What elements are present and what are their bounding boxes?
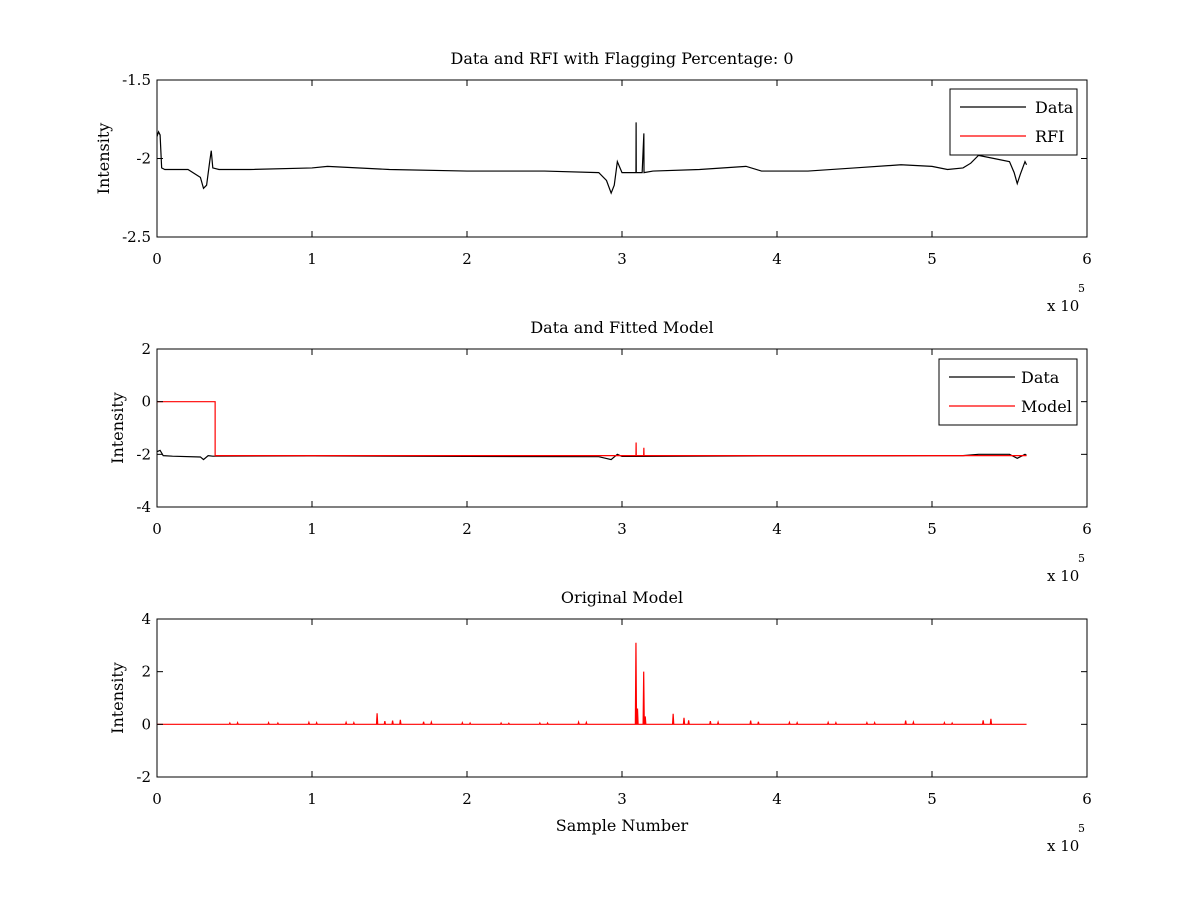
y-tick-label: -2	[136, 768, 151, 786]
legend-label-rfi: RFI	[1035, 127, 1064, 146]
x-tick-label: 1	[307, 520, 317, 538]
axes-frame	[156, 348, 1088, 508]
legend-box	[949, 88, 1078, 156]
y-axis-label: Intensity	[108, 392, 127, 464]
x-tick-label: 3	[617, 250, 627, 268]
legend: Data Model	[938, 358, 1078, 426]
y-tick-label: 0	[141, 393, 151, 411]
x-tick-label: 6	[1082, 520, 1092, 538]
x-tick-label: 5	[927, 790, 937, 808]
chart-title: Data and RFI with Flagging Percentage: 0	[450, 49, 793, 68]
series-line-model	[157, 401, 1027, 457]
x-tick-label: 3	[617, 790, 627, 808]
plot-area	[157, 642, 1027, 725]
x-tick-label: 0	[152, 250, 162, 268]
x-multiplier-exponent: 5	[1078, 282, 1085, 295]
x-tick-label: 1	[307, 790, 317, 808]
x-multiplier-label: x 10	[1047, 567, 1079, 585]
legend-label-model: Model	[1021, 397, 1072, 416]
legend-box	[938, 358, 1078, 426]
plot-area	[157, 122, 1028, 195]
x-axis-label: Sample Number	[556, 816, 689, 835]
legend-label-data: Data	[1035, 98, 1074, 117]
x-tick-label: 0	[152, 790, 162, 808]
axes-frame	[156, 618, 1088, 778]
x-tick-label: 5	[927, 250, 937, 268]
chart-title: Data and Fitted Model	[530, 318, 713, 337]
axes-1: 0 1 2 3 4 5 6 -2.5 -2 -1.5 x 10 5 Data and RFI with …	[94, 49, 1092, 315]
series-line-data	[157, 122, 1028, 195]
x-tick-label: 4	[772, 520, 782, 538]
y-axis-label: Intensity	[94, 123, 113, 195]
y-tick-label: -2.5	[122, 228, 151, 246]
y-tick-label: 2	[141, 340, 151, 358]
series-line-data	[157, 449, 1027, 461]
axes-frame	[156, 79, 1088, 238]
y-tick-label: -2	[136, 150, 151, 168]
x-multiplier-label: x 10	[1047, 837, 1079, 855]
x-tick-label: 0	[152, 520, 162, 538]
x-tick-label: 4	[772, 250, 782, 268]
y-tick-label: 0	[141, 715, 151, 733]
y-tick-label: -4	[136, 498, 151, 516]
x-tick-label: 2	[462, 520, 472, 538]
plot-area	[157, 401, 1027, 461]
legend: Data RFI	[949, 88, 1078, 156]
x-multiplier-exponent: 5	[1078, 552, 1085, 565]
x-tick-label: 2	[462, 250, 472, 268]
x-tick-label: 6	[1082, 790, 1092, 808]
y-tick-label: 4	[141, 610, 151, 628]
y-tick-label: -2	[136, 445, 151, 463]
x-tick-label: 1	[307, 250, 317, 268]
x-multiplier-label: x 10	[1047, 297, 1079, 315]
legend-label-data: Data	[1021, 368, 1060, 387]
x-multiplier-exponent: 5	[1078, 822, 1085, 835]
series-line-model	[157, 642, 1027, 725]
x-tick-label: 3	[617, 520, 627, 538]
x-tick-label: 2	[462, 790, 472, 808]
x-tick-label: 4	[772, 790, 782, 808]
x-tick-label: 6	[1082, 250, 1092, 268]
y-tick-label: 2	[141, 663, 151, 681]
axes-2: 0 1 2 3 4 5 6 -4 -2 0 2 x 10 5 Data and Fitted Model I…	[108, 318, 1092, 585]
y-tick-label: -1.5	[122, 71, 151, 89]
y-axis-label: Intensity	[108, 662, 127, 734]
chart-title: Original Model	[561, 588, 683, 607]
x-tick-label: 5	[927, 520, 937, 538]
